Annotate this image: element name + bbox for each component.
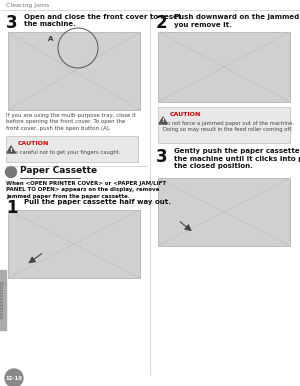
Polygon shape (159, 117, 167, 124)
Text: Troubleshooting: Troubleshooting (1, 281, 5, 320)
Bar (6, 136, 138, 162)
Text: Push downward on the jammed paper as
you remove it.: Push downward on the jammed paper as you… (174, 14, 300, 27)
Bar (158, 107, 290, 143)
Polygon shape (7, 146, 15, 153)
Bar (8, 32, 140, 110)
Bar (158, 178, 290, 246)
Text: 3: 3 (156, 148, 168, 166)
Text: Open and close the front cover to reset
the machine.: Open and close the front cover to reset … (24, 14, 182, 27)
Text: !: ! (162, 119, 164, 124)
Text: If you are using the multi-purpose tray, close it
before opening the front cover: If you are using the multi-purpose tray,… (6, 113, 136, 131)
Bar (0, 270, 6, 330)
Text: 2: 2 (156, 14, 168, 32)
Circle shape (5, 166, 16, 178)
Text: Do not force a jammed paper out of the machine.
Doing so may result in the feed : Do not force a jammed paper out of the m… (163, 121, 294, 132)
Text: Be careful not to get your fingers caught.: Be careful not to get your fingers caugh… (11, 150, 120, 155)
Text: 3: 3 (6, 14, 18, 32)
Text: CAUTION: CAUTION (170, 112, 201, 117)
Bar (158, 32, 290, 102)
Text: Paper Cassette: Paper Cassette (20, 166, 97, 175)
Text: A: A (48, 36, 53, 42)
Text: CAUTION: CAUTION (18, 141, 50, 146)
Bar (8, 210, 140, 278)
Text: When <OPEN PRINTER COVER> or <PAPER JAM/LIFT
PANEL TO OPEN> appears on the displ: When <OPEN PRINTER COVER> or <PAPER JAM/… (6, 181, 166, 199)
Text: 12-10: 12-10 (6, 376, 22, 381)
Text: 1: 1 (6, 199, 17, 217)
Circle shape (5, 369, 23, 386)
Text: Clearing Jams: Clearing Jams (6, 3, 50, 8)
Text: !: ! (10, 147, 12, 152)
Text: Gently push the paper cassette back into
the machine until it clicks into place : Gently push the paper cassette back into… (174, 148, 300, 169)
Text: Pull the paper cassette half way out.: Pull the paper cassette half way out. (24, 199, 171, 205)
